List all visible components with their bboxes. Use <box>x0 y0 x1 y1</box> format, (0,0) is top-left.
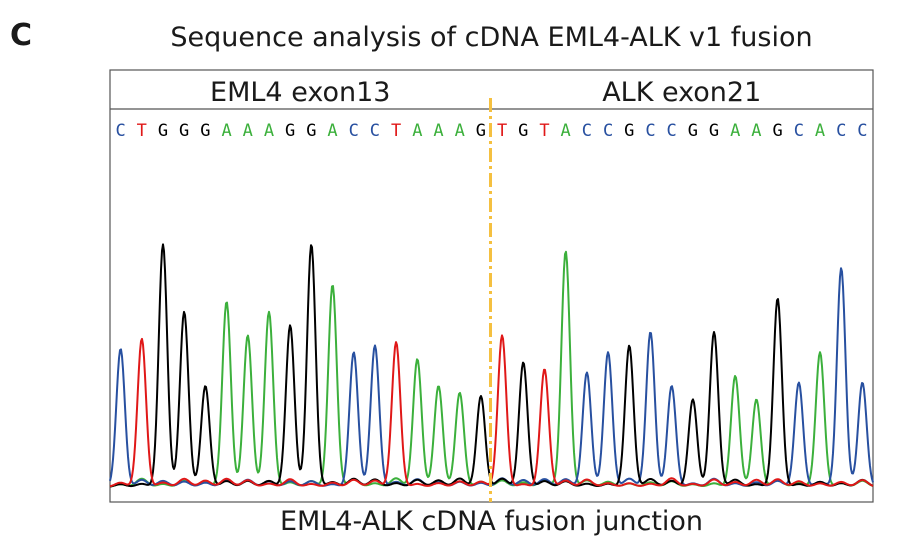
base-call-21: A <box>561 121 571 141</box>
base-call-20: T <box>539 121 549 141</box>
base-call-25: C <box>645 121 655 141</box>
base-call-1: T <box>137 121 147 141</box>
base-call-33: A <box>815 121 825 141</box>
base-call-2: G <box>158 121 168 141</box>
base-call-4: G <box>200 121 210 141</box>
base-call-11: C <box>349 121 359 141</box>
base-call-14: A <box>412 121 422 141</box>
base-call-12: C <box>370 121 380 141</box>
base-call-23: C <box>603 121 613 141</box>
base-call-5: A <box>221 121 231 141</box>
base-call-31: G <box>773 121 783 141</box>
base-call-19: G <box>518 121 528 141</box>
region-label-2: ALK exon21 <box>602 77 761 108</box>
panel-letter: C <box>10 18 33 53</box>
region-labels: EML4 exon13 ALK exon21 <box>210 77 761 108</box>
base-call-30: A <box>751 121 761 141</box>
base-call-13: T <box>391 121 401 141</box>
base-call-34: C <box>836 121 846 141</box>
region-label-1: EML4 exon13 <box>210 77 390 108</box>
base-call-26: C <box>667 121 677 141</box>
base-call-17: G <box>476 121 486 141</box>
base-call-9: G <box>306 121 316 141</box>
x-axis-label: EML4-ALK cDNA fusion junction <box>279 506 704 537</box>
base-call-15: A <box>433 121 443 141</box>
base-call-16: A <box>455 121 465 141</box>
base-call-7: A <box>264 121 274 141</box>
base-call-8: G <box>285 121 295 141</box>
base-call-24: G <box>624 121 634 141</box>
base-call-32: C <box>794 121 804 141</box>
base-call-0: C <box>115 121 125 141</box>
base-call-28: G <box>709 121 719 141</box>
base-call-27: G <box>688 121 698 141</box>
base-call-29: A <box>730 121 740 141</box>
base-call-22: C <box>582 121 592 141</box>
chart-title: Sequence analysis of cDNA EML4-ALK v1 fu… <box>170 22 813 53</box>
base-call-18: T <box>497 121 507 141</box>
base-call-35: C <box>857 121 867 141</box>
base-call-6: A <box>243 121 253 141</box>
base-call-10: A <box>327 121 337 141</box>
base-call-3: G <box>179 121 189 141</box>
